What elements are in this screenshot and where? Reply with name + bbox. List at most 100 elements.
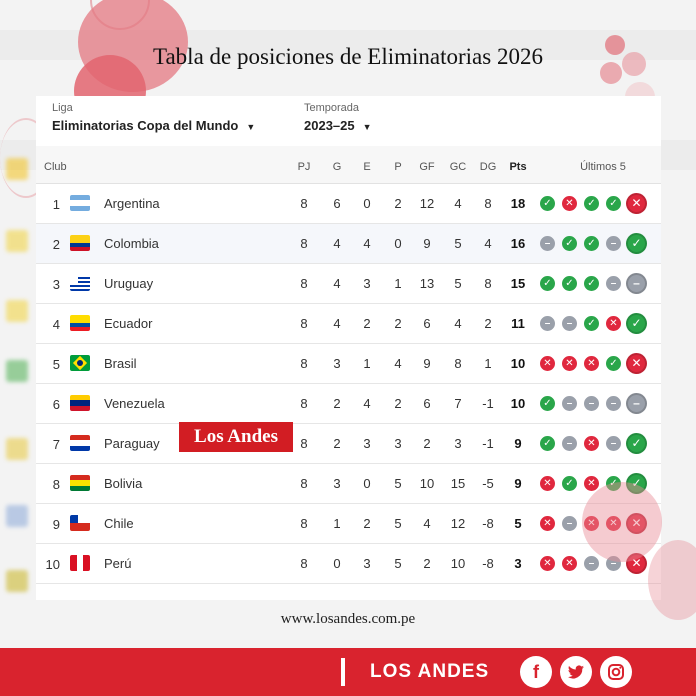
draw-icon[interactable]: – [606, 236, 621, 251]
facebook-icon[interactable]: f [520, 656, 552, 688]
loss-icon[interactable]: ✕ [540, 556, 555, 571]
draw-icon[interactable]: – [626, 393, 647, 414]
website-url[interactable]: www.losandes.com.pe [280, 611, 416, 627]
team-name[interactable]: Colombia [104, 236, 159, 251]
loss-icon[interactable]: ✕ [626, 553, 647, 574]
team-name[interactable]: Perú [104, 556, 132, 571]
header-gf: GF [419, 161, 435, 173]
team-name[interactable]: Brasil [104, 356, 137, 371]
team-name[interactable]: Venezuela [104, 396, 165, 411]
stat-e: 3 [363, 276, 371, 291]
team-name[interactable]: Argentina [104, 196, 160, 211]
draw-icon[interactable]: – [562, 436, 577, 451]
stat-e: 2 [363, 516, 371, 531]
win-icon[interactable]: ✓ [584, 276, 599, 291]
standings-card: Liga Eliminatorias Copa del Mundo ▼ Tempo… [36, 96, 661, 600]
stat-pj: 8 [300, 476, 308, 491]
draw-icon[interactable]: – [540, 236, 555, 251]
loss-icon[interactable]: ✕ [626, 353, 647, 374]
loss-icon[interactable]: ✕ [540, 476, 555, 491]
footer-brand: LOS ANDES [370, 661, 490, 682]
win-icon[interactable]: ✓ [626, 433, 647, 454]
win-icon[interactable]: ✓ [626, 313, 647, 334]
win-icon[interactable]: ✓ [606, 196, 621, 211]
stat-e: 2 [363, 316, 371, 331]
draw-icon[interactable]: – [584, 396, 599, 411]
loss-icon[interactable]: ✕ [626, 193, 647, 214]
stat-g: 6 [333, 196, 341, 211]
draw-icon[interactable]: – [540, 316, 555, 331]
draw-icon[interactable]: – [606, 276, 621, 291]
win-icon[interactable]: ✓ [540, 196, 555, 211]
loss-icon[interactable]: ✕ [584, 476, 599, 491]
stat-gf: 13 [419, 276, 435, 291]
instagram-icon[interactable] [600, 656, 632, 688]
twitter-icon[interactable] [560, 656, 592, 688]
win-icon[interactable]: ✓ [606, 476, 621, 491]
footer-divider [341, 658, 345, 686]
loss-icon[interactable]: ✕ [540, 356, 555, 371]
draw-icon[interactable]: – [606, 556, 621, 571]
loss-icon[interactable]: ✕ [562, 196, 577, 211]
league-filter[interactable]: Liga Eliminatorias Copa del Mundo ▼ [52, 102, 255, 133]
draw-icon[interactable]: – [562, 516, 577, 531]
draw-icon[interactable]: – [562, 396, 577, 411]
table-row[interactable]: 4 Ecuador 8 4 2 2 6 4 2 11– – ✓ ✕ ✓ [36, 304, 661, 344]
flag-icon [70, 195, 90, 211]
team-name[interactable]: Bolivia [104, 476, 143, 491]
loss-icon[interactable]: ✕ [584, 436, 599, 451]
team-name[interactable]: Ecuador [104, 316, 153, 331]
header-g: G [332, 161, 342, 173]
team-name[interactable]: Uruguay [104, 276, 154, 291]
loss-icon[interactable]: ✕ [584, 356, 599, 371]
loss-icon[interactable]: ✕ [626, 513, 647, 534]
table-row[interactable]: 9 Chile 8 1 2 5 4 12 -8 5 ✕ – ✕ ✕ ✕ [36, 504, 661, 544]
header-pts: Pts [509, 161, 527, 173]
decor-circle [582, 482, 662, 562]
win-icon[interactable]: ✓ [562, 236, 577, 251]
win-icon[interactable]: ✓ [562, 476, 577, 491]
win-icon[interactable]: ✓ [562, 276, 577, 291]
team-name[interactable]: Chile [104, 516, 134, 531]
win-icon[interactable]: ✓ [540, 396, 555, 411]
loss-icon[interactable]: ✕ [606, 516, 621, 531]
stat-gc: 5 [454, 236, 462, 251]
season-filter[interactable]: Temporada 2023–25 ▼ [304, 102, 372, 133]
draw-icon[interactable]: – [626, 273, 647, 294]
table-row[interactable]: 7 Paraguay 8 2 3 3 2 3 -1 9 ✓ – ✕ – ✓ [36, 424, 661, 464]
stat-gf: 12 [419, 196, 435, 211]
loss-icon[interactable]: ✕ [540, 516, 555, 531]
table-row[interactable]: 3 Uruguay 8 4 3 1 13 5 8 15 ✓ ✓ ✓ – – [36, 264, 661, 304]
loss-icon[interactable]: ✕ [606, 316, 621, 331]
win-icon[interactable]: ✓ [540, 276, 555, 291]
stat-g: 0 [333, 556, 341, 571]
loss-icon[interactable]: ✕ [584, 516, 599, 531]
stat-e: 4 [363, 236, 371, 251]
table-row[interactable]: 1 Argentina 8 6 0 2 12 4 8 18 ✓ ✕ ✓ ✓ ✕ [36, 184, 661, 224]
win-icon[interactable]: ✓ [606, 356, 621, 371]
flag-icon [70, 315, 90, 331]
win-icon[interactable]: ✓ [584, 236, 599, 251]
win-icon[interactable]: ✓ [626, 473, 647, 494]
win-icon[interactable]: ✓ [540, 436, 555, 451]
team-name[interactable]: Paraguay [104, 436, 160, 451]
table-row[interactable]: 10 Perú 8 0 3 5 2 10 -8 3 ✕ ✕ – – ✕ [36, 544, 661, 584]
win-icon[interactable]: ✓ [626, 233, 647, 254]
header-e: E [363, 161, 371, 173]
win-icon[interactable]: ✓ [584, 196, 599, 211]
win-icon[interactable]: ✓ [584, 316, 599, 331]
table-row[interactable]: 6 Venezuela 8 2 4 2 6 7 -1 10 ✓ – – – – [36, 384, 661, 424]
stat-gf: 9 [423, 356, 431, 371]
draw-icon[interactable]: – [584, 556, 599, 571]
table-row[interactable]: 2 Colombia 8 4 4 0 9 5 4 16– ✓ ✓ – ✓ [36, 224, 661, 264]
table-row[interactable]: 5 Brasil 8 3 1 4 9 8 1 10 ✕ ✕ ✕ ✓ ✕ [36, 344, 661, 384]
stat-dg: 4 [484, 236, 492, 251]
loss-icon[interactable]: ✕ [562, 356, 577, 371]
stat-pts: 3 [514, 556, 522, 571]
table-row[interactable]: 8 Bolivia 8 3 0 5 10 15 -5 9 ✕ ✓ ✕ ✓ ✓ [36, 464, 661, 504]
draw-icon[interactable]: – [606, 396, 621, 411]
stat-pts: 18 [510, 196, 526, 211]
draw-icon[interactable]: – [562, 316, 577, 331]
draw-icon[interactable]: – [606, 436, 621, 451]
loss-icon[interactable]: ✕ [562, 556, 577, 571]
